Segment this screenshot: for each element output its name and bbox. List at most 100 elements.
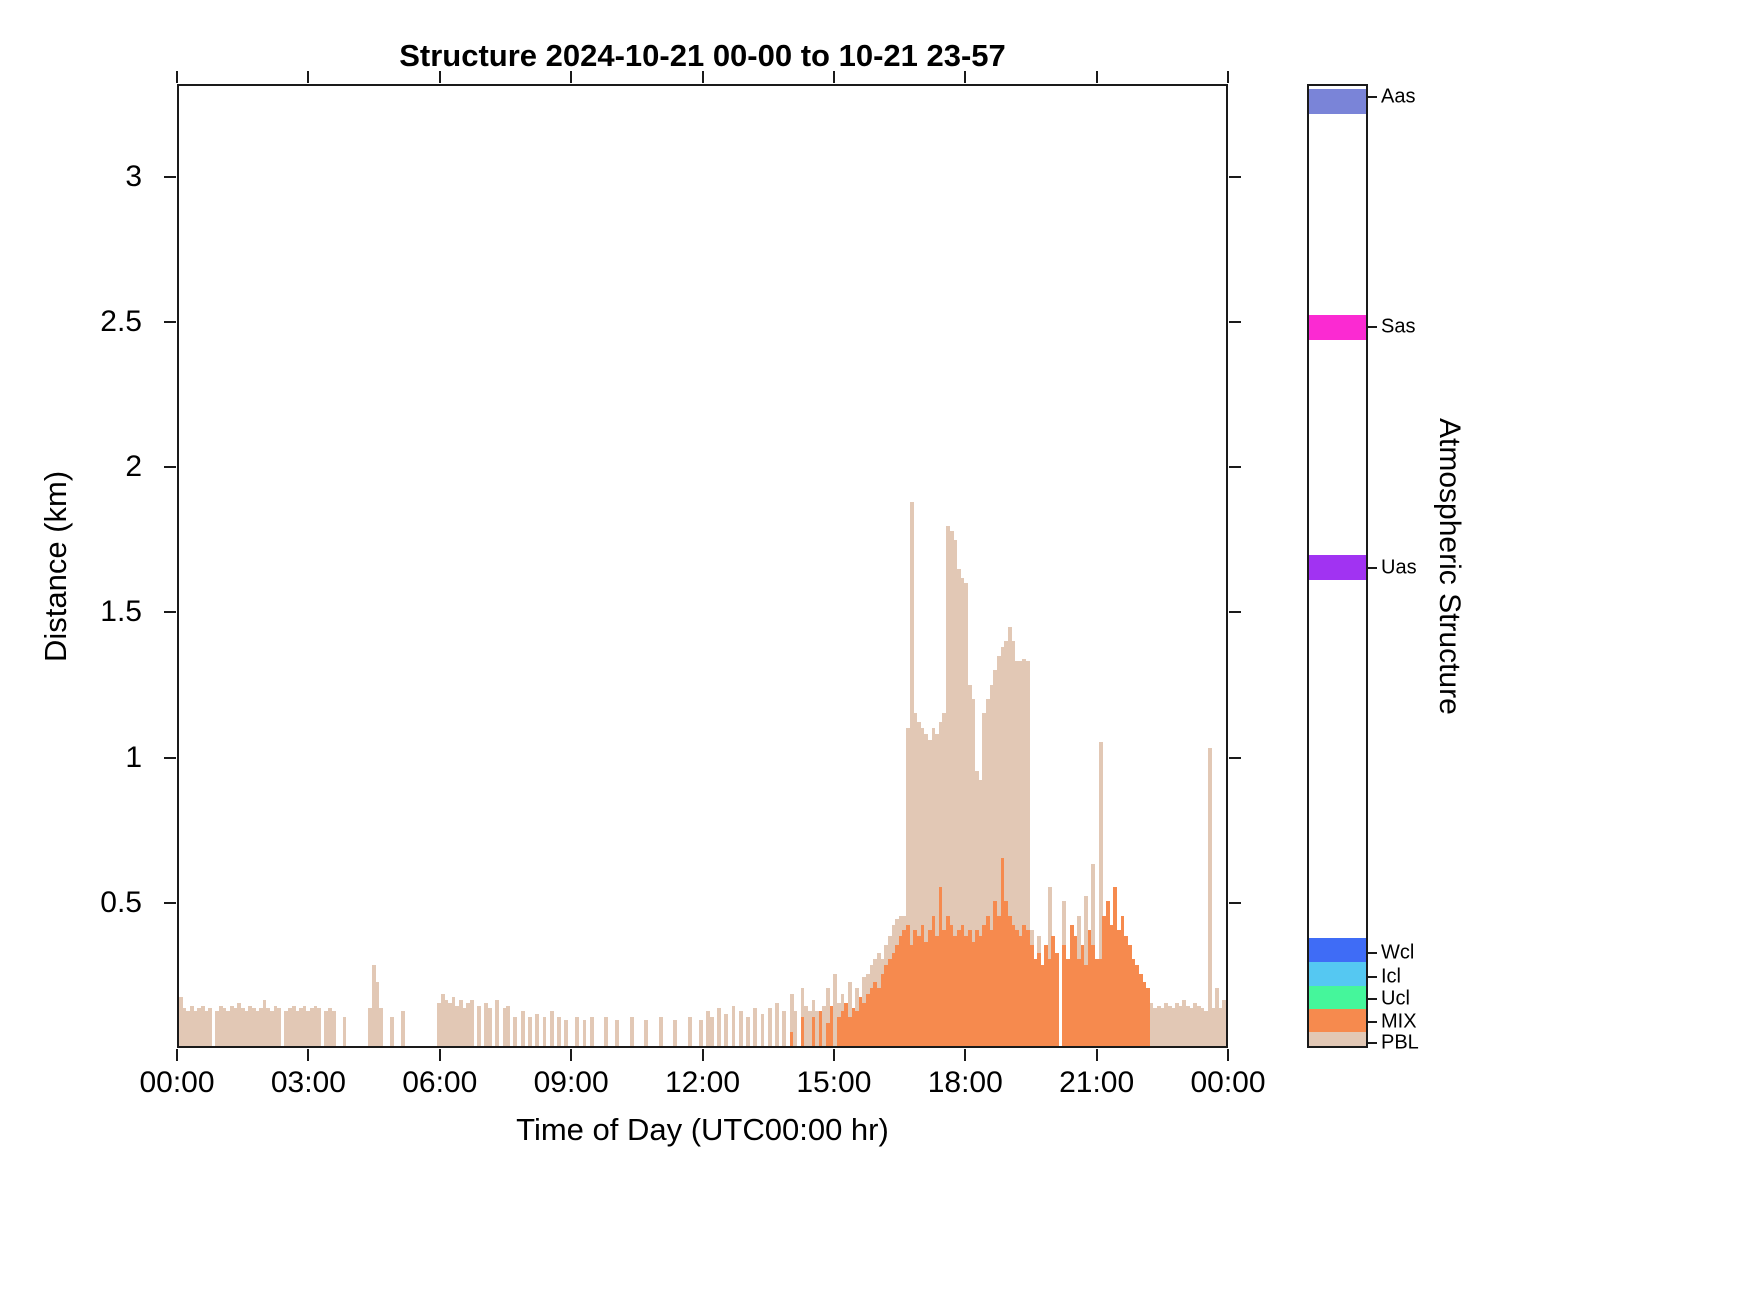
x-tick-label: 12:00 bbox=[664, 1066, 741, 1099]
y-tick-label: 1.5 bbox=[100, 595, 142, 629]
legend-label-uas: Uas bbox=[1381, 556, 1417, 579]
bar-segment-pbl bbox=[233, 1008, 238, 1046]
bar-segment-mix bbox=[1120, 915, 1125, 1046]
bar-segment-mix bbox=[1015, 930, 1019, 1046]
bar-segment-pbl bbox=[1211, 1008, 1216, 1046]
bar-segment-pbl bbox=[444, 999, 449, 1046]
bar-segment-pbl bbox=[513, 1017, 518, 1046]
bar-segment-pbl bbox=[989, 684, 994, 931]
bar-segment-mix bbox=[1040, 965, 1045, 1046]
x-tick-labels: 00:00 03:00 06:00 09:00 12:00 15:00 18:00 21:00… bbox=[139, 1066, 1265, 1112]
bar-segment-pbl bbox=[455, 1005, 460, 1046]
bar-segment-pbl bbox=[746, 1017, 750, 1046]
x-tick-mark bbox=[832, 1049, 835, 1061]
bar-segment-pbl bbox=[706, 1011, 710, 1046]
bar-segment-mix bbox=[1047, 959, 1052, 1046]
bar-segment-mix bbox=[1044, 944, 1049, 1046]
bar-segment-mix bbox=[811, 1017, 816, 1046]
bar-segment-mix bbox=[960, 924, 965, 1046]
bar-segment-pbl bbox=[1215, 988, 1219, 1046]
legend-label-aas: Aas bbox=[1381, 85, 1416, 108]
y-tick-label: 0.5 bbox=[100, 885, 142, 919]
bar-segment-pbl bbox=[197, 1008, 201, 1046]
bar-segment-pbl bbox=[1189, 1008, 1194, 1046]
bar-segment-mix bbox=[949, 924, 954, 1046]
bar-segment-pbl bbox=[731, 1005, 736, 1046]
y-tick-mark bbox=[1229, 611, 1241, 614]
bar-segment-mix bbox=[927, 930, 932, 1046]
bar-segment-pbl bbox=[204, 1011, 209, 1046]
bar-segment-pbl bbox=[927, 739, 932, 931]
bar-segment-pbl bbox=[629, 1017, 634, 1046]
bar-segment-mix bbox=[1106, 901, 1110, 1046]
bar-segment-pbl bbox=[193, 1011, 198, 1046]
bar-segment-pbl bbox=[440, 993, 445, 1046]
bar-segment-mix bbox=[916, 936, 921, 1046]
y-tick-mark bbox=[164, 901, 176, 904]
bar-segment-mix bbox=[909, 944, 914, 1046]
bar-segment-pbl bbox=[960, 577, 965, 925]
bar-segment-mix bbox=[862, 1002, 867, 1046]
bar-segment-pbl bbox=[218, 1005, 223, 1046]
bar-segment-pbl bbox=[840, 993, 845, 1012]
bar-segment-pbl bbox=[822, 1005, 827, 1046]
bar-segment-pbl bbox=[644, 1019, 649, 1046]
bar-segment-pbl bbox=[986, 699, 990, 916]
bar-segment-pbl bbox=[477, 1005, 481, 1046]
bar-segment-pbl bbox=[328, 1008, 332, 1046]
bar-segment-pbl bbox=[186, 1011, 191, 1046]
bar-segment-pbl bbox=[266, 1008, 271, 1046]
bar-segment-pbl bbox=[975, 771, 979, 931]
bar-segment-pbl bbox=[317, 1008, 321, 1046]
legend-tick-mark bbox=[1367, 325, 1377, 328]
bar-segment-pbl bbox=[237, 1002, 241, 1046]
bar-segment-pbl bbox=[837, 1002, 841, 1018]
bar-segment-mix bbox=[884, 965, 889, 1046]
bar-segment-pbl bbox=[240, 1008, 245, 1046]
bar-segment-pbl bbox=[378, 1008, 383, 1046]
bar-segment-pbl bbox=[898, 915, 903, 937]
bar-segment-pbl bbox=[1167, 1005, 1172, 1046]
bar-segment-mix bbox=[1084, 965, 1089, 1046]
bar-segment-pbl bbox=[368, 1008, 372, 1046]
bar-segment-mix bbox=[851, 1008, 856, 1046]
bar-segment-pbl bbox=[1193, 1002, 1198, 1046]
bar-segment-pbl bbox=[913, 713, 918, 931]
legend-tick-mark bbox=[1367, 975, 1377, 978]
bar-segment-pbl bbox=[448, 1002, 452, 1046]
bar-segment-pbl bbox=[462, 1008, 467, 1046]
bar-segment-mix bbox=[895, 944, 899, 1046]
bar-segment-pbl bbox=[738, 1011, 743, 1046]
bar-segment-pbl bbox=[255, 1011, 260, 1046]
bar-segment-mix bbox=[978, 936, 983, 1046]
bar-segment-pbl bbox=[993, 670, 998, 902]
bar-segment-pbl bbox=[324, 1011, 329, 1046]
bar-segment-mix bbox=[1036, 953, 1041, 1046]
x-axis-ticks-top bbox=[176, 71, 1229, 83]
bar-segment-pbl bbox=[1018, 661, 1023, 937]
legend-swatch-sas bbox=[1309, 315, 1366, 341]
bar-segment-pbl bbox=[804, 1005, 809, 1046]
bar-segment-pbl bbox=[906, 727, 910, 925]
bar-segment-pbl bbox=[1022, 658, 1027, 925]
bar-segment-pbl bbox=[855, 988, 859, 1012]
bar-segment-pbl bbox=[262, 999, 267, 1046]
bar-segment-pbl bbox=[451, 996, 456, 1046]
bar-segment-pbl bbox=[557, 1017, 561, 1046]
bar-segment-mix bbox=[920, 924, 925, 1046]
bar-segment-pbl bbox=[1084, 895, 1089, 966]
legend-swatch-pbl bbox=[1309, 1031, 1366, 1046]
bar-segment-pbl bbox=[1026, 661, 1030, 931]
bar-segment-pbl bbox=[1011, 641, 1016, 925]
bar-segment-mix bbox=[898, 936, 903, 1046]
bar-segment-mix bbox=[942, 930, 947, 1046]
x-tick-label: 03:00 bbox=[270, 1066, 346, 1099]
bar-segment-mix bbox=[1127, 944, 1132, 1046]
bar-segment-mix bbox=[1138, 973, 1143, 1046]
bar-segment-mix bbox=[1109, 924, 1114, 1046]
bar-segment-pbl bbox=[484, 1002, 489, 1046]
bar-segment-pbl bbox=[506, 1005, 511, 1046]
x-tick-label: 15:00 bbox=[796, 1066, 872, 1099]
bar-segment-mix bbox=[989, 930, 994, 1046]
y-tick-mark bbox=[164, 611, 176, 614]
